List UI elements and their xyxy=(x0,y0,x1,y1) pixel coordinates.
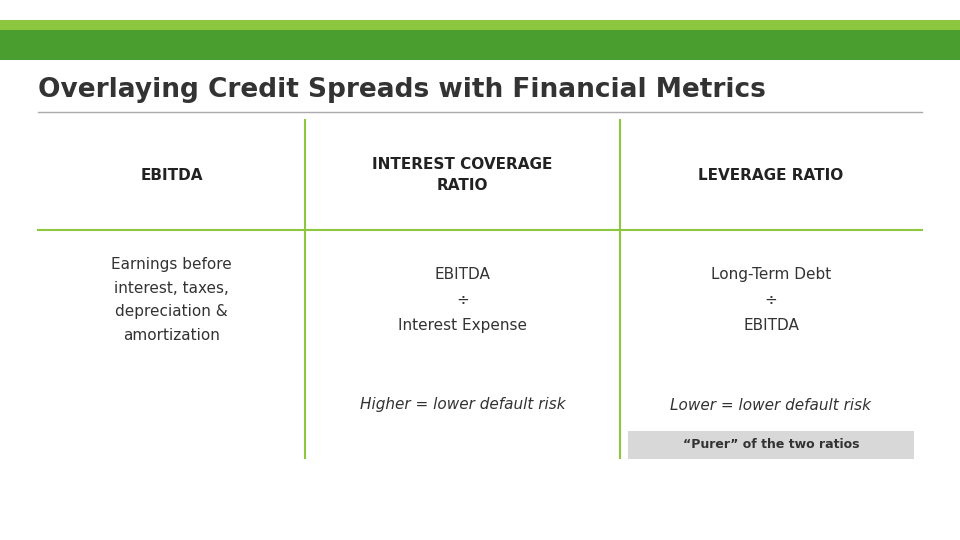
Text: ®: ® xyxy=(900,30,908,39)
Text: Bond: Bond xyxy=(830,28,869,43)
Text: Savvy: Savvy xyxy=(863,28,914,43)
Text: Lower = lower default risk: Lower = lower default risk xyxy=(670,397,872,413)
Text: EBITDA: EBITDA xyxy=(140,167,203,183)
Text: LEVERAGE RATIO: LEVERAGE RATIO xyxy=(698,167,844,183)
Text: Higher = lower default risk: Higher = lower default risk xyxy=(360,397,565,413)
Text: Own Bonds. Not Funds.: Own Bonds. Not Funds. xyxy=(836,39,924,49)
Text: EBITDA
÷
Interest Expense: EBITDA ÷ Interest Expense xyxy=(398,267,527,333)
Text: 28: 28 xyxy=(913,42,926,52)
Text: “Purer” of the two ratios: “Purer” of the two ratios xyxy=(683,438,859,451)
Bar xyxy=(0,20,960,30)
Text: Long-Term Debt
÷
EBITDA: Long-Term Debt ÷ EBITDA xyxy=(710,267,831,333)
Text: Overlaying Credit Spreads with Financial Metrics: Overlaying Credit Spreads with Financial… xyxy=(38,77,766,103)
Text: 💡: 💡 xyxy=(813,31,821,44)
Text: INTEREST COVERAGE
RATIO: INTEREST COVERAGE RATIO xyxy=(372,157,553,193)
Text: Earnings before
interest, taxes,
depreciation &
amortization: Earnings before interest, taxes, depreci… xyxy=(111,258,232,342)
Bar xyxy=(628,431,914,459)
Bar xyxy=(0,30,960,60)
